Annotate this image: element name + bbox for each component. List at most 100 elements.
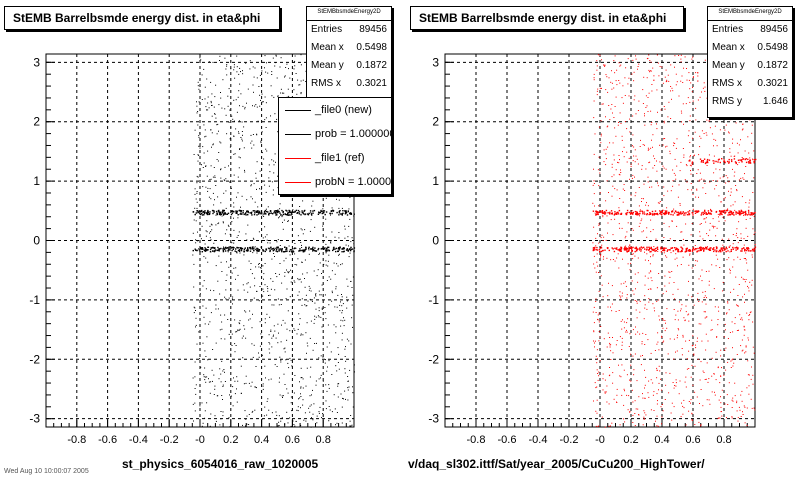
scatter-point — [594, 133, 596, 135]
scatter-point — [737, 305, 738, 307]
scatter-point — [734, 209, 736, 211]
scatter-point — [271, 248, 273, 250]
scatter-point — [210, 178, 212, 180]
scatter-point — [279, 212, 281, 214]
scatter-point — [701, 130, 703, 132]
scatter-point — [686, 79, 688, 81]
scatter-point — [201, 251, 203, 253]
scatter-point — [224, 166, 226, 168]
scatter-point — [738, 329, 739, 331]
scatter-point — [254, 409, 256, 411]
scatter-point — [709, 119, 711, 121]
scatter-point — [331, 207, 333, 209]
scatter-point — [658, 389, 659, 391]
scatter-point — [656, 300, 658, 302]
scatter-point — [340, 213, 342, 215]
scatter-point — [660, 213, 662, 215]
scatter-point — [624, 390, 625, 392]
scatter-point — [238, 90, 240, 92]
scatter-point — [292, 251, 295, 253]
scatter-point — [597, 169, 599, 171]
scatter-point — [214, 250, 216, 252]
scatter-point — [273, 212, 275, 214]
scatter-point — [695, 210, 697, 212]
scatter-point — [594, 342, 595, 344]
scatter-point — [284, 75, 286, 77]
scatter-point — [695, 248, 697, 250]
scatter-point — [622, 151, 623, 153]
scatter-point — [231, 115, 233, 117]
scatter-point — [344, 356, 346, 357]
scatter-point — [736, 410, 738, 412]
scatter-point — [322, 356, 324, 358]
scatter-point — [730, 188, 732, 190]
scatter-point — [718, 399, 720, 401]
scatter-point — [611, 195, 613, 197]
scatter-point — [680, 246, 682, 248]
scatter-point — [660, 378, 661, 380]
scatter-point — [318, 290, 320, 292]
scatter-point — [302, 273, 304, 275]
scatter-point — [742, 411, 743, 413]
scatter-point — [741, 161, 743, 163]
scatter-point — [304, 259, 306, 261]
scatter-point — [276, 211, 279, 214]
scatter-point — [746, 248, 749, 250]
scatter-point — [749, 159, 751, 162]
scatter-point — [628, 157, 630, 159]
scatter-point — [198, 154, 200, 156]
scatter-point — [666, 212, 668, 214]
scatter-point — [344, 210, 347, 213]
scatter-point — [597, 212, 599, 214]
scatter-point — [330, 210, 333, 212]
scatter-point — [593, 249, 595, 251]
scatter-point — [198, 135, 200, 137]
scatter-point — [232, 248, 234, 250]
scatter-point — [349, 252, 351, 254]
scatter-point — [732, 365, 734, 367]
scatter-point — [215, 265, 217, 267]
scatter-point — [644, 398, 646, 399]
scatter-point — [622, 319, 623, 321]
scatter-point — [241, 140, 243, 142]
scatter-point — [610, 219, 612, 221]
scatter-point — [258, 300, 260, 302]
scatter-point — [700, 246, 702, 248]
scatter-point — [213, 211, 215, 213]
scatter-point — [682, 334, 684, 336]
scatter-point — [751, 279, 753, 281]
scatter-point — [647, 392, 649, 394]
scatter-point — [668, 80, 670, 82]
scatter-point — [725, 124, 727, 126]
scatter-point — [595, 214, 597, 216]
scatter-point — [308, 289, 310, 291]
scatter-point — [708, 270, 710, 272]
scatter-point — [699, 135, 701, 137]
scatter-point — [238, 73, 240, 75]
scatter-point — [210, 289, 211, 291]
scatter-point — [310, 219, 312, 221]
scatter-point — [656, 377, 658, 379]
scatter-point — [648, 213, 650, 216]
scatter-point — [705, 193, 707, 194]
scatter-point — [258, 266, 260, 268]
scatter-point — [341, 207, 343, 209]
scatter-point — [337, 265, 339, 267]
scatter-point — [596, 399, 598, 401]
scatter-point — [224, 338, 226, 340]
scatter-point — [225, 207, 227, 209]
scatter-point — [636, 380, 638, 382]
x-tick-label: -0.2 — [560, 434, 579, 446]
scatter-point — [281, 395, 283, 397]
scatter-point — [665, 146, 666, 148]
scatter-point — [750, 398, 752, 400]
scatter-point — [719, 169, 721, 171]
scatter-point — [727, 118, 729, 120]
scatter-point — [228, 333, 230, 335]
scatter-point — [207, 102, 209, 104]
scatter-point — [639, 249, 641, 251]
scatter-point — [230, 103, 232, 104]
scatter-point — [603, 149, 605, 151]
scatter-point — [297, 328, 299, 330]
scatter-point — [310, 248, 312, 250]
